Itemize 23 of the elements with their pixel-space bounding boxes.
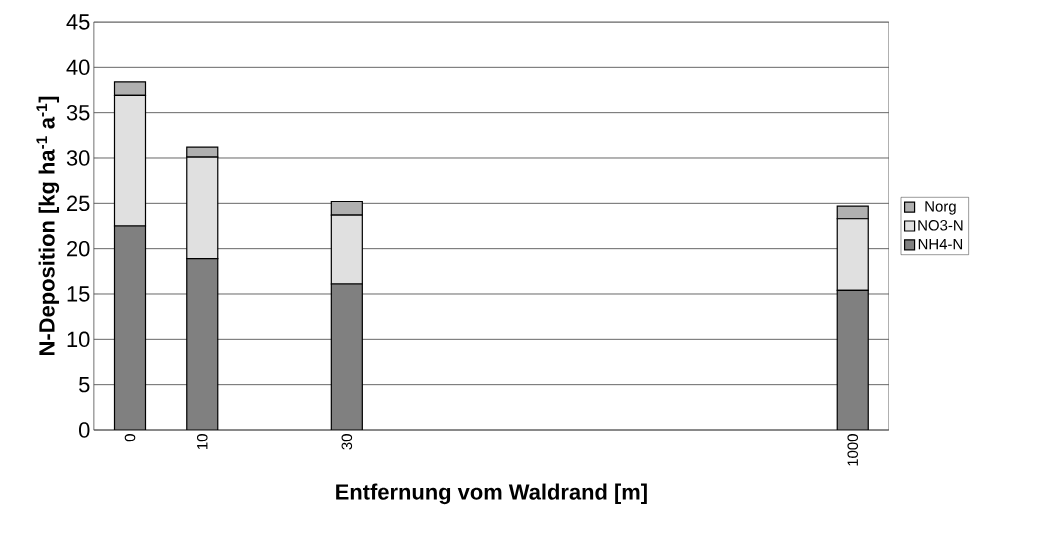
legend-label: Norg (925, 201, 956, 215)
x-tick-label: 10 (196, 434, 208, 449)
y-tick-label: 35 (66, 104, 90, 121)
x-tick-label: 30 (341, 434, 353, 450)
legend-label: NH4-N (918, 238, 963, 250)
y-axis-title: N-Deposition [kg ha$^{-1}$ a$^{-1}$] (36, 96, 60, 355)
y-tick-label: 40 (66, 59, 90, 76)
y-tick-label: 30 (66, 150, 90, 166)
y-tick-label: 25 (67, 195, 90, 212)
y-tick-label: 10 (67, 331, 90, 348)
bar (836, 289, 869, 430)
bar (113, 225, 147, 430)
x-axis-title: Entfernung vom Waldrand [m] (336, 483, 647, 505)
x-tick-label: 0 (124, 434, 136, 442)
y-tick-label: 0 (79, 422, 90, 438)
y-tick-label: 15 (67, 286, 90, 302)
y-tick-label: 20 (67, 240, 90, 257)
y-tick-label: 5 (79, 377, 90, 393)
bar (186, 258, 219, 430)
legend-label: NO3-N (918, 220, 963, 231)
bar (330, 283, 363, 430)
y-tick-label: 45 (66, 14, 90, 30)
x-tick-label: 1000 (847, 434, 859, 466)
